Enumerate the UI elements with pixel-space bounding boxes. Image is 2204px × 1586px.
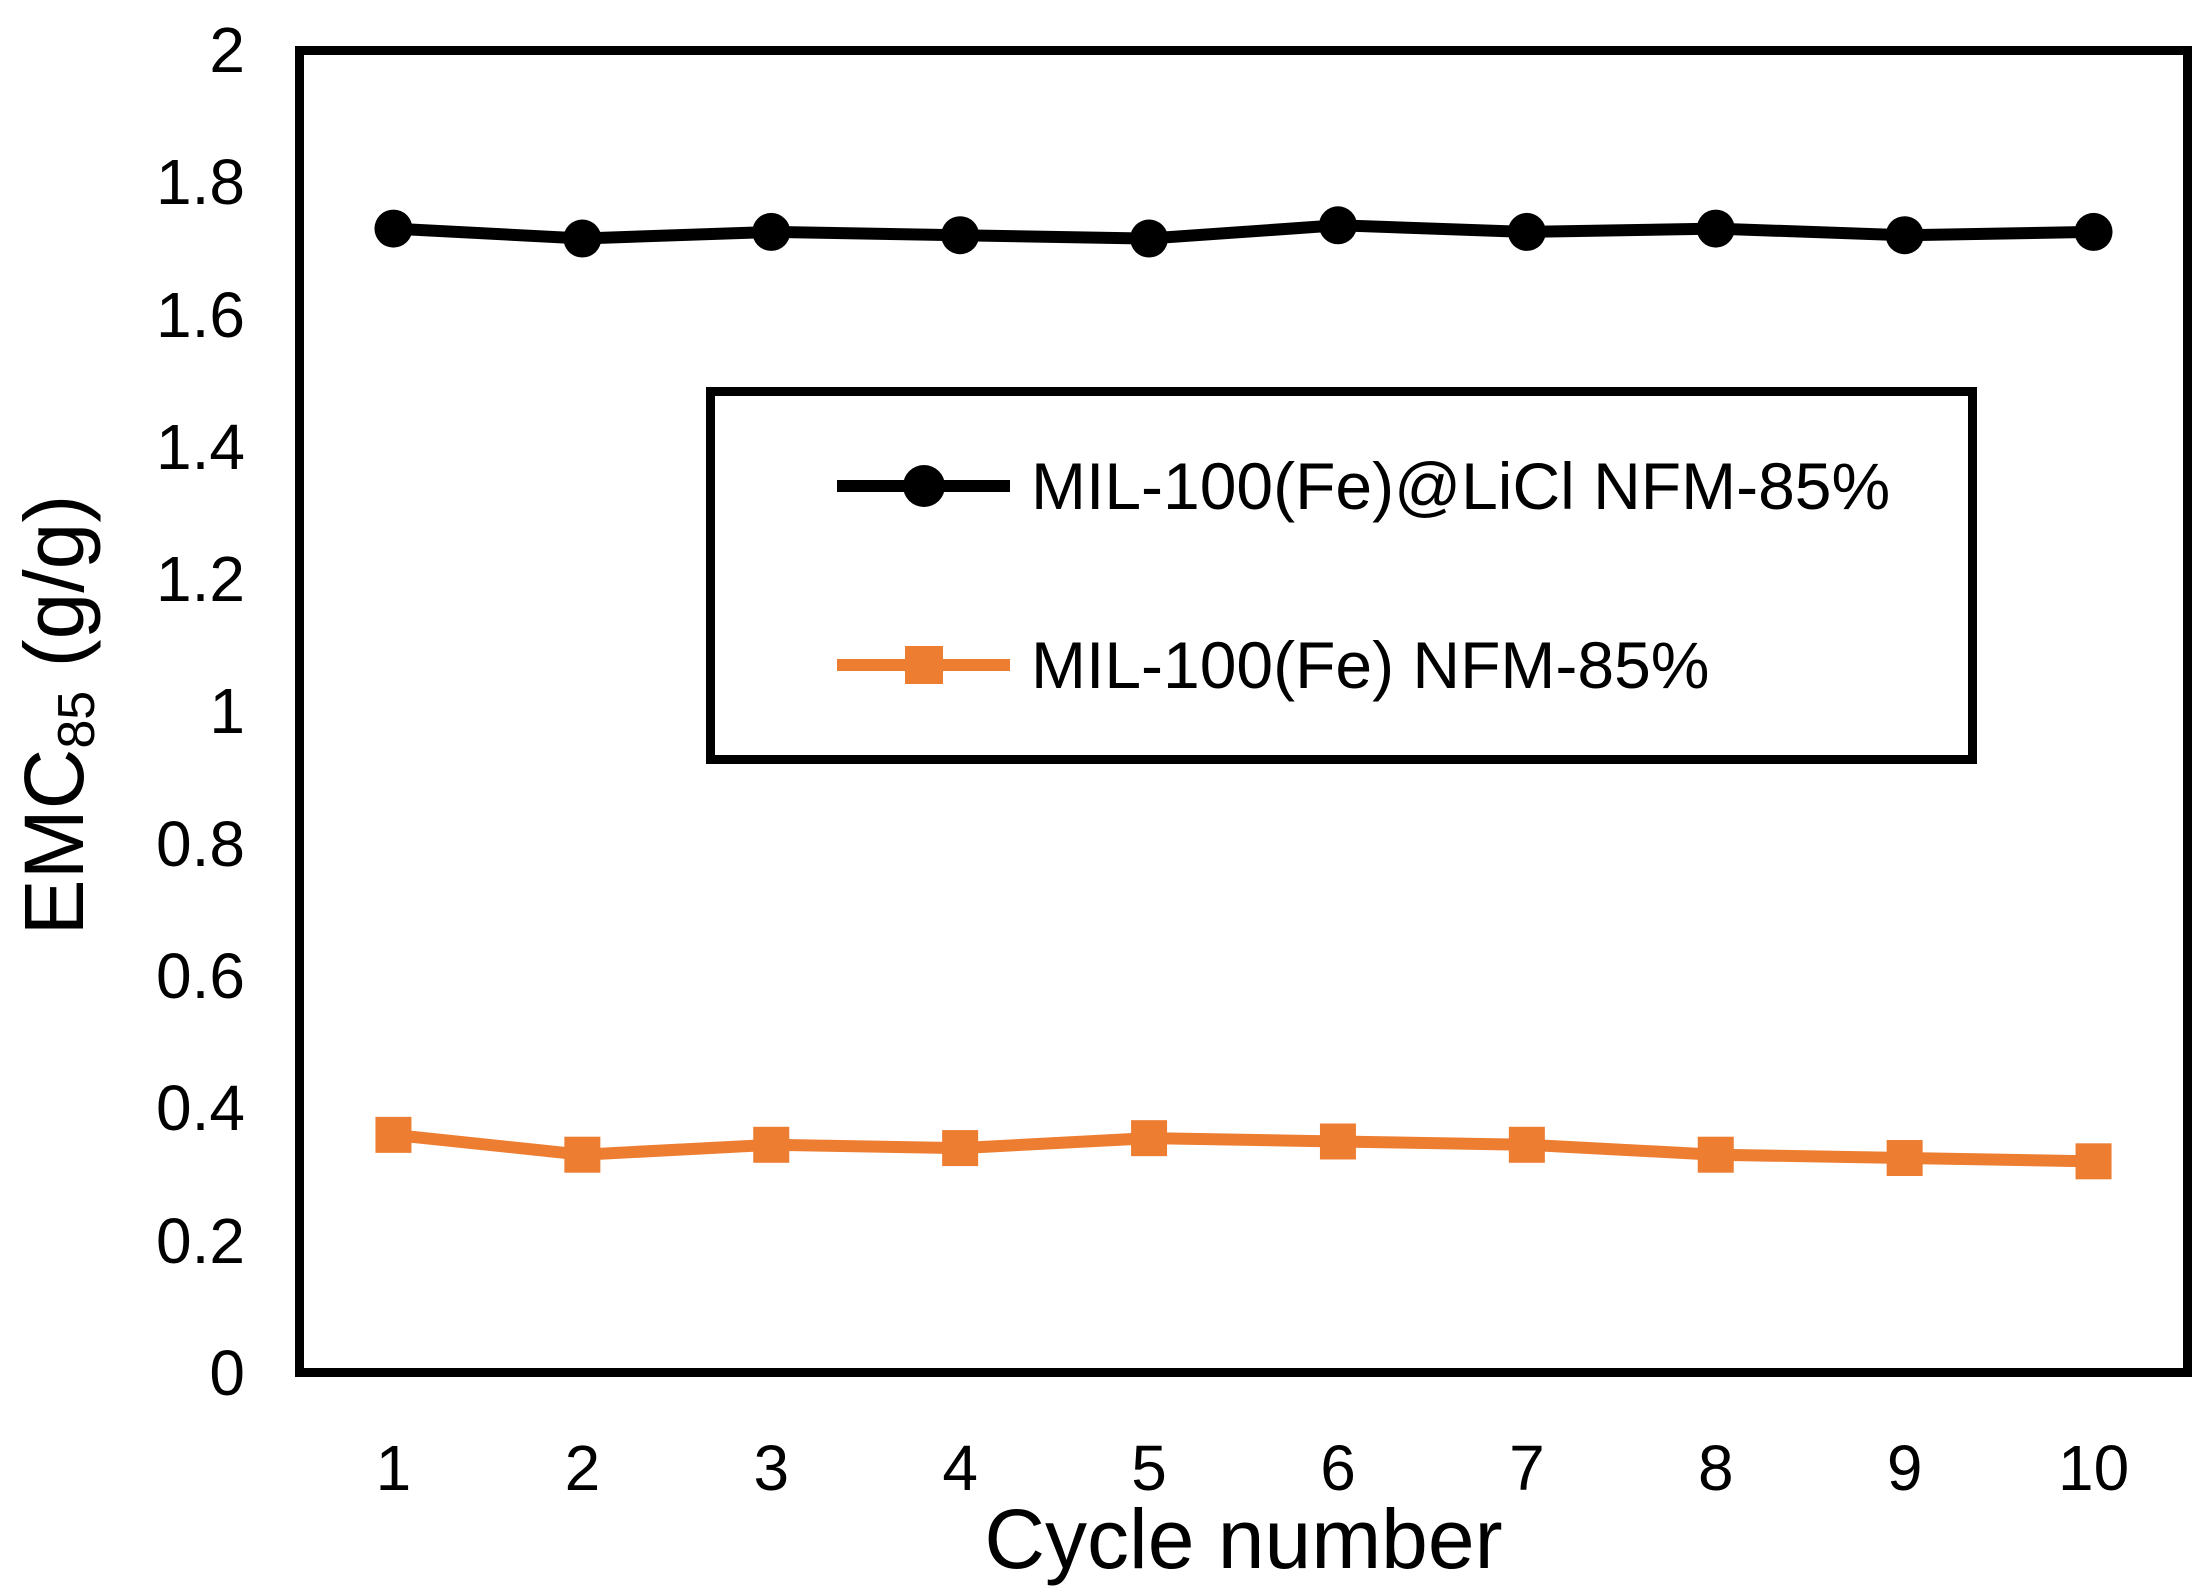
series-1-marker-10 — [2075, 1143, 2112, 1180]
series-0-marker-1 — [374, 209, 413, 248]
legend-label: MIL-100(Fe) NFM-85% — [1031, 628, 1710, 703]
series-1-marker-8 — [1697, 1136, 1734, 1173]
y-tick-label: 0.8 — [156, 807, 245, 880]
series-0-marker-6 — [1318, 206, 1357, 245]
x-tick-label: 1 — [375, 1432, 412, 1504]
series-line-1 — [392, 1128, 2094, 1168]
x-tick-label: 8 — [1698, 1432, 1734, 1504]
x-tick-label: 7 — [1509, 1432, 1545, 1504]
legend-label: MIL-100(Fe)@LiCl NFM-85% — [1031, 448, 1891, 523]
legend-sample-circle-series — [837, 464, 1010, 507]
series-0-marker-10 — [2074, 212, 2113, 251]
series-1-marker-2 — [564, 1136, 601, 1173]
y-tick-label: 2 — [209, 14, 245, 86]
series-0-marker-8 — [1696, 209, 1735, 248]
x-tick-label: 2 — [564, 1432, 601, 1504]
legend-entry-mil-100-fe-nfm: MIL-100(Fe) NFM-85% — [837, 625, 1968, 705]
series-1-marker-7 — [1508, 1126, 1545, 1163]
series-1-marker-4 — [942, 1130, 979, 1167]
series-1-marker-3 — [753, 1126, 790, 1163]
x-axis-tick-labels: 1 2 3 4 5 6 7 8 9 10 — [299, 1436, 2188, 1500]
x-tick-label: 3 — [753, 1432, 790, 1504]
series-0-marker-4 — [941, 216, 980, 255]
series-1-marker-9 — [1886, 1140, 1923, 1177]
legend-sample-square-series — [837, 646, 1010, 685]
x-axis-title: Cycle number — [984, 1492, 1503, 1586]
y-axis-title-subscript: 85 — [48, 690, 107, 749]
y-tick-label: 0 — [209, 1336, 245, 1409]
x-tick-label: 4 — [942, 1432, 978, 1504]
legend-entry-mil-100-fe-licl-nfm: MIL-100(Fe)@LiCl NFM-85% — [837, 446, 1968, 526]
y-tick-label: 0.2 — [156, 1204, 245, 1277]
series-line-0 — [393, 219, 2094, 245]
x-tick-label: 9 — [1886, 1432, 1923, 1504]
plot-area — [295, 46, 2192, 1377]
y-axis-tick-labels: 2 1.8 1.6 1.4 1.2 1 0.8 0.6 0.4 0.2 0 — [0, 18, 245, 1405]
series-0-marker-2 — [563, 219, 602, 258]
y-axis-title: EMC85 (g/g) — [7, 494, 112, 936]
y-tick-label: 1.2 — [156, 543, 245, 616]
series-0-marker-7 — [1507, 212, 1546, 251]
series-0-marker-9 — [1885, 216, 1924, 255]
x-tick-label: 6 — [1320, 1432, 1356, 1504]
y-axis-title-unit: (g/g) — [7, 494, 101, 691]
y-tick-label: 1.6 — [156, 278, 245, 351]
x-tick-label: 10 — [2058, 1432, 2130, 1504]
y-tick-label: 1 — [209, 675, 245, 748]
series-1-marker-5 — [1131, 1120, 1168, 1157]
series-1-marker-6 — [1319, 1123, 1356, 1160]
legend: MIL-100(Fe)@LiCl NFM-85% MIL-100(Fe) NFM… — [706, 387, 1977, 764]
series-1-marker-1 — [375, 1116, 412, 1153]
y-tick-label: 1.8 — [156, 146, 245, 219]
y-axis-title-base: EMC — [7, 748, 101, 936]
y-tick-label: 1.4 — [156, 410, 245, 483]
x-tick-label: 5 — [1131, 1432, 1167, 1504]
series-0-marker-5 — [1130, 219, 1169, 258]
y-tick-label: 0.4 — [156, 1072, 245, 1145]
y-tick-label: 0.6 — [156, 940, 245, 1013]
series-0-marker-3 — [752, 212, 791, 251]
